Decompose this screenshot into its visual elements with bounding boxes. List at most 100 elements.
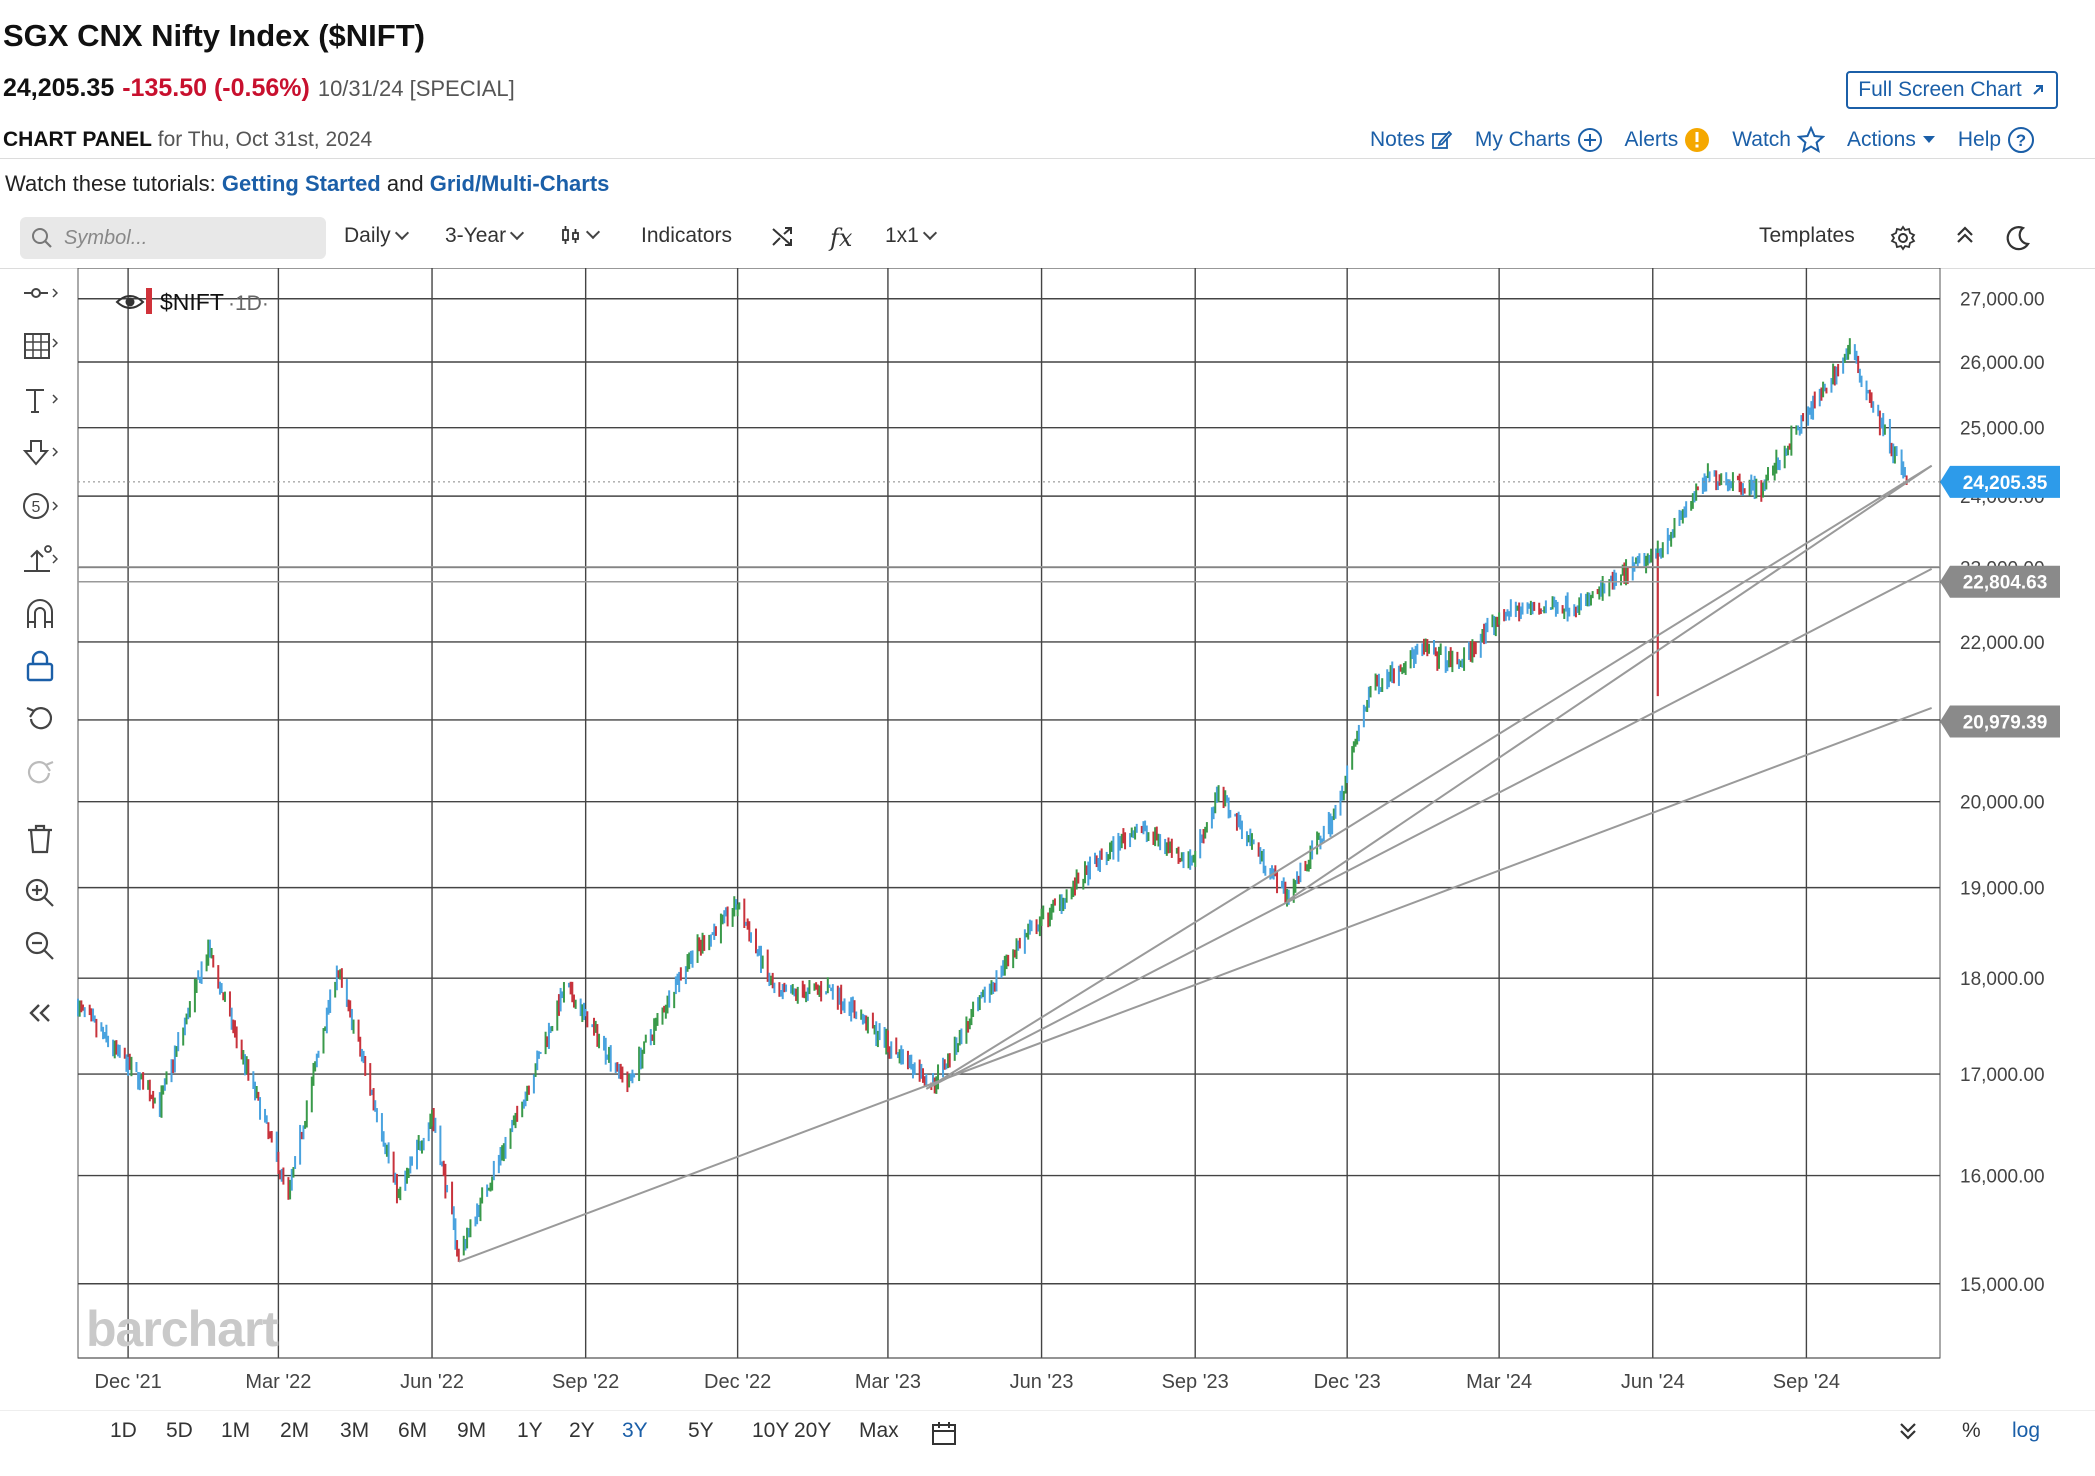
- interval-label: Daily: [344, 224, 391, 247]
- getting-started-link[interactable]: Getting Started: [221, 171, 381, 196]
- percent-scale-button[interactable]: %: [1962, 1419, 1981, 1442]
- x-tick-label: Mar '23: [855, 1371, 921, 1393]
- trendline[interactable]: [925, 568, 1933, 1090]
- layout-dropdown[interactable]: 1x1: [885, 224, 937, 248]
- lock-icon: [26, 650, 54, 682]
- y-tick-label: 16,000.00: [1960, 1167, 2045, 1188]
- price-tag-background: [1940, 465, 2060, 498]
- pattern-tool-button[interactable]: 5: [22, 488, 58, 524]
- candlestick-icon: [562, 226, 579, 244]
- caret-down-icon: [1922, 136, 1935, 143]
- page-title: SGX CNX Nifty Index ($NIFT): [3, 18, 425, 53]
- range-button-max[interactable]: Max: [859, 1419, 899, 1442]
- interval-dropdown[interactable]: Daily: [344, 224, 409, 248]
- notes-button[interactable]: Notes: [1370, 128, 1453, 152]
- arrow-down-icon: [22, 440, 58, 466]
- trendline[interactable]: [1286, 464, 1933, 902]
- my-charts-label: My Charts: [1474, 128, 1571, 151]
- calendar-button[interactable]: [930, 1419, 958, 1452]
- shuffle-icon: [772, 227, 792, 246]
- divider: [0, 158, 2095, 159]
- my-charts-button[interactable]: My Charts: [1475, 127, 1603, 153]
- price-tags: 24,205.35 22,804.63 20,979.39: [1940, 465, 2060, 738]
- price-chart[interactable]: 15,000.00 16,000.00 17,000.00 18,000.00 19,0…: [0, 268, 2095, 1408]
- star-icon: [1796, 126, 1825, 154]
- range-button-3y[interactable]: 3Y: [622, 1419, 648, 1442]
- delete-button[interactable]: [22, 821, 58, 857]
- arrow-tool-button[interactable]: [22, 435, 58, 471]
- range-dropdown[interactable]: 3-Year: [445, 224, 525, 248]
- templates-button[interactable]: Templates: [1759, 224, 1855, 248]
- eye-icon[interactable]: [115, 295, 145, 309]
- price-tag-label: 24,205.35: [1963, 473, 2048, 494]
- axes: 15,000.00 16,000.00 17,000.00 18,000.00 19,0…: [78, 290, 2045, 1393]
- function-button[interactable]: fx: [830, 224, 852, 252]
- watch-button[interactable]: Watch: [1732, 126, 1825, 154]
- zoom-out-icon: [25, 931, 54, 960]
- alerts-button[interactable]: Alerts: [1625, 127, 1711, 153]
- redo-icon: [27, 760, 54, 784]
- collapse-toolbar-button[interactable]: [22, 995, 58, 1031]
- range-button-2y[interactable]: 2Y: [569, 1419, 595, 1442]
- help-button[interactable]: Help ?: [1958, 126, 2035, 154]
- range-button-9m[interactable]: 9M: [457, 1419, 487, 1442]
- symbol-placeholder: Symbol...: [64, 226, 148, 249]
- divider: [0, 1410, 2095, 1411]
- settings-button[interactable]: [1889, 224, 1917, 252]
- range-button-1d[interactable]: 1D: [110, 1419, 137, 1442]
- line-tool-button[interactable]: [22, 275, 58, 311]
- range-button-2m[interactable]: 2M: [280, 1419, 310, 1442]
- actions-label: Actions: [1846, 128, 1916, 151]
- chart-legend[interactable]: $NIFT ·1D·: [115, 288, 269, 315]
- magnet-button[interactable]: [22, 595, 58, 631]
- chevron-down-icon: [510, 225, 525, 241]
- redo-button[interactable]: [22, 755, 58, 791]
- barchart-watermark: barchart: [86, 1301, 279, 1357]
- full-screen-chart-button[interactable]: Full Screen Chart: [1846, 71, 2058, 109]
- text-tool-button[interactable]: [22, 382, 58, 418]
- indicators-button[interactable]: Indicators: [641, 224, 732, 248]
- zoom-out-button[interactable]: [22, 928, 58, 964]
- range-button-5d[interactable]: 5D: [166, 1419, 193, 1442]
- log-scale-button[interactable]: log: [2012, 1419, 2041, 1442]
- grid-multi-charts-link[interactable]: Grid/Multi-Charts: [429, 171, 610, 196]
- expand-panel-button[interactable]: [1897, 1420, 1919, 1447]
- y-tick-label: 22,000.00: [1960, 633, 2045, 654]
- undo-icon: [26, 706, 53, 730]
- price-tag-background: [1940, 705, 2060, 738]
- range-button-1m[interactable]: 1M: [221, 1419, 251, 1442]
- last-price: 24,205.35: [3, 74, 115, 102]
- undo-button[interactable]: [22, 701, 58, 737]
- y-tick-label: 15,000.00: [1960, 1275, 2045, 1296]
- svg-text:5: 5: [32, 499, 41, 516]
- y-tick-label: 26,000.00: [1960, 353, 2045, 374]
- x-tick-label: Dec '21: [95, 1371, 162, 1393]
- trendline[interactable]: [925, 464, 1933, 1090]
- dark-mode-toggle[interactable]: [2004, 224, 2032, 252]
- quote-line: 24,205.35 -135.50 (-0.56%) 10/31/24 [SPECI…: [3, 74, 515, 103]
- magnet-icon: [27, 599, 53, 628]
- lock-button[interactable]: [22, 648, 58, 684]
- range-button-5y[interactable]: 5Y: [688, 1419, 714, 1442]
- chart-type-dropdown[interactable]: [560, 224, 601, 246]
- symbol-search-input[interactable]: Symbol...: [20, 217, 326, 259]
- trendline[interactable]: [458, 707, 1933, 1263]
- measure-tool-button[interactable]: [22, 541, 58, 577]
- range-button-20y[interactable]: 20Y: [794, 1419, 832, 1442]
- fibonacci-tool-button[interactable]: [22, 328, 58, 364]
- range-button-6m[interactable]: 6M: [398, 1419, 428, 1442]
- actions-button[interactable]: Actions: [1847, 128, 1936, 152]
- range-button-10y[interactable]: 10Y: [752, 1419, 790, 1442]
- range-button-1y[interactable]: 1Y: [517, 1419, 543, 1442]
- chart-panel-heading: CHART PANEL for Thu, Oct 31st, 2024: [3, 128, 372, 152]
- x-tick-label: Jun '22: [400, 1371, 464, 1393]
- zoom-in-button[interactable]: [22, 875, 58, 911]
- external-arrow-icon: [2032, 85, 2043, 95]
- x-tick-label: Sep '24: [1773, 1371, 1840, 1393]
- collapse-button[interactable]: [1954, 224, 1976, 246]
- tutorials-and: and: [386, 171, 424, 196]
- tutorials-line: Watch these tutorials: Getting Started a…: [5, 171, 609, 197]
- compare-button[interactable]: [770, 224, 796, 250]
- panel-actions: Notes My Charts Alerts Watch Actions Hel…: [1370, 126, 2035, 154]
- range-button-3m[interactable]: 3M: [340, 1419, 370, 1442]
